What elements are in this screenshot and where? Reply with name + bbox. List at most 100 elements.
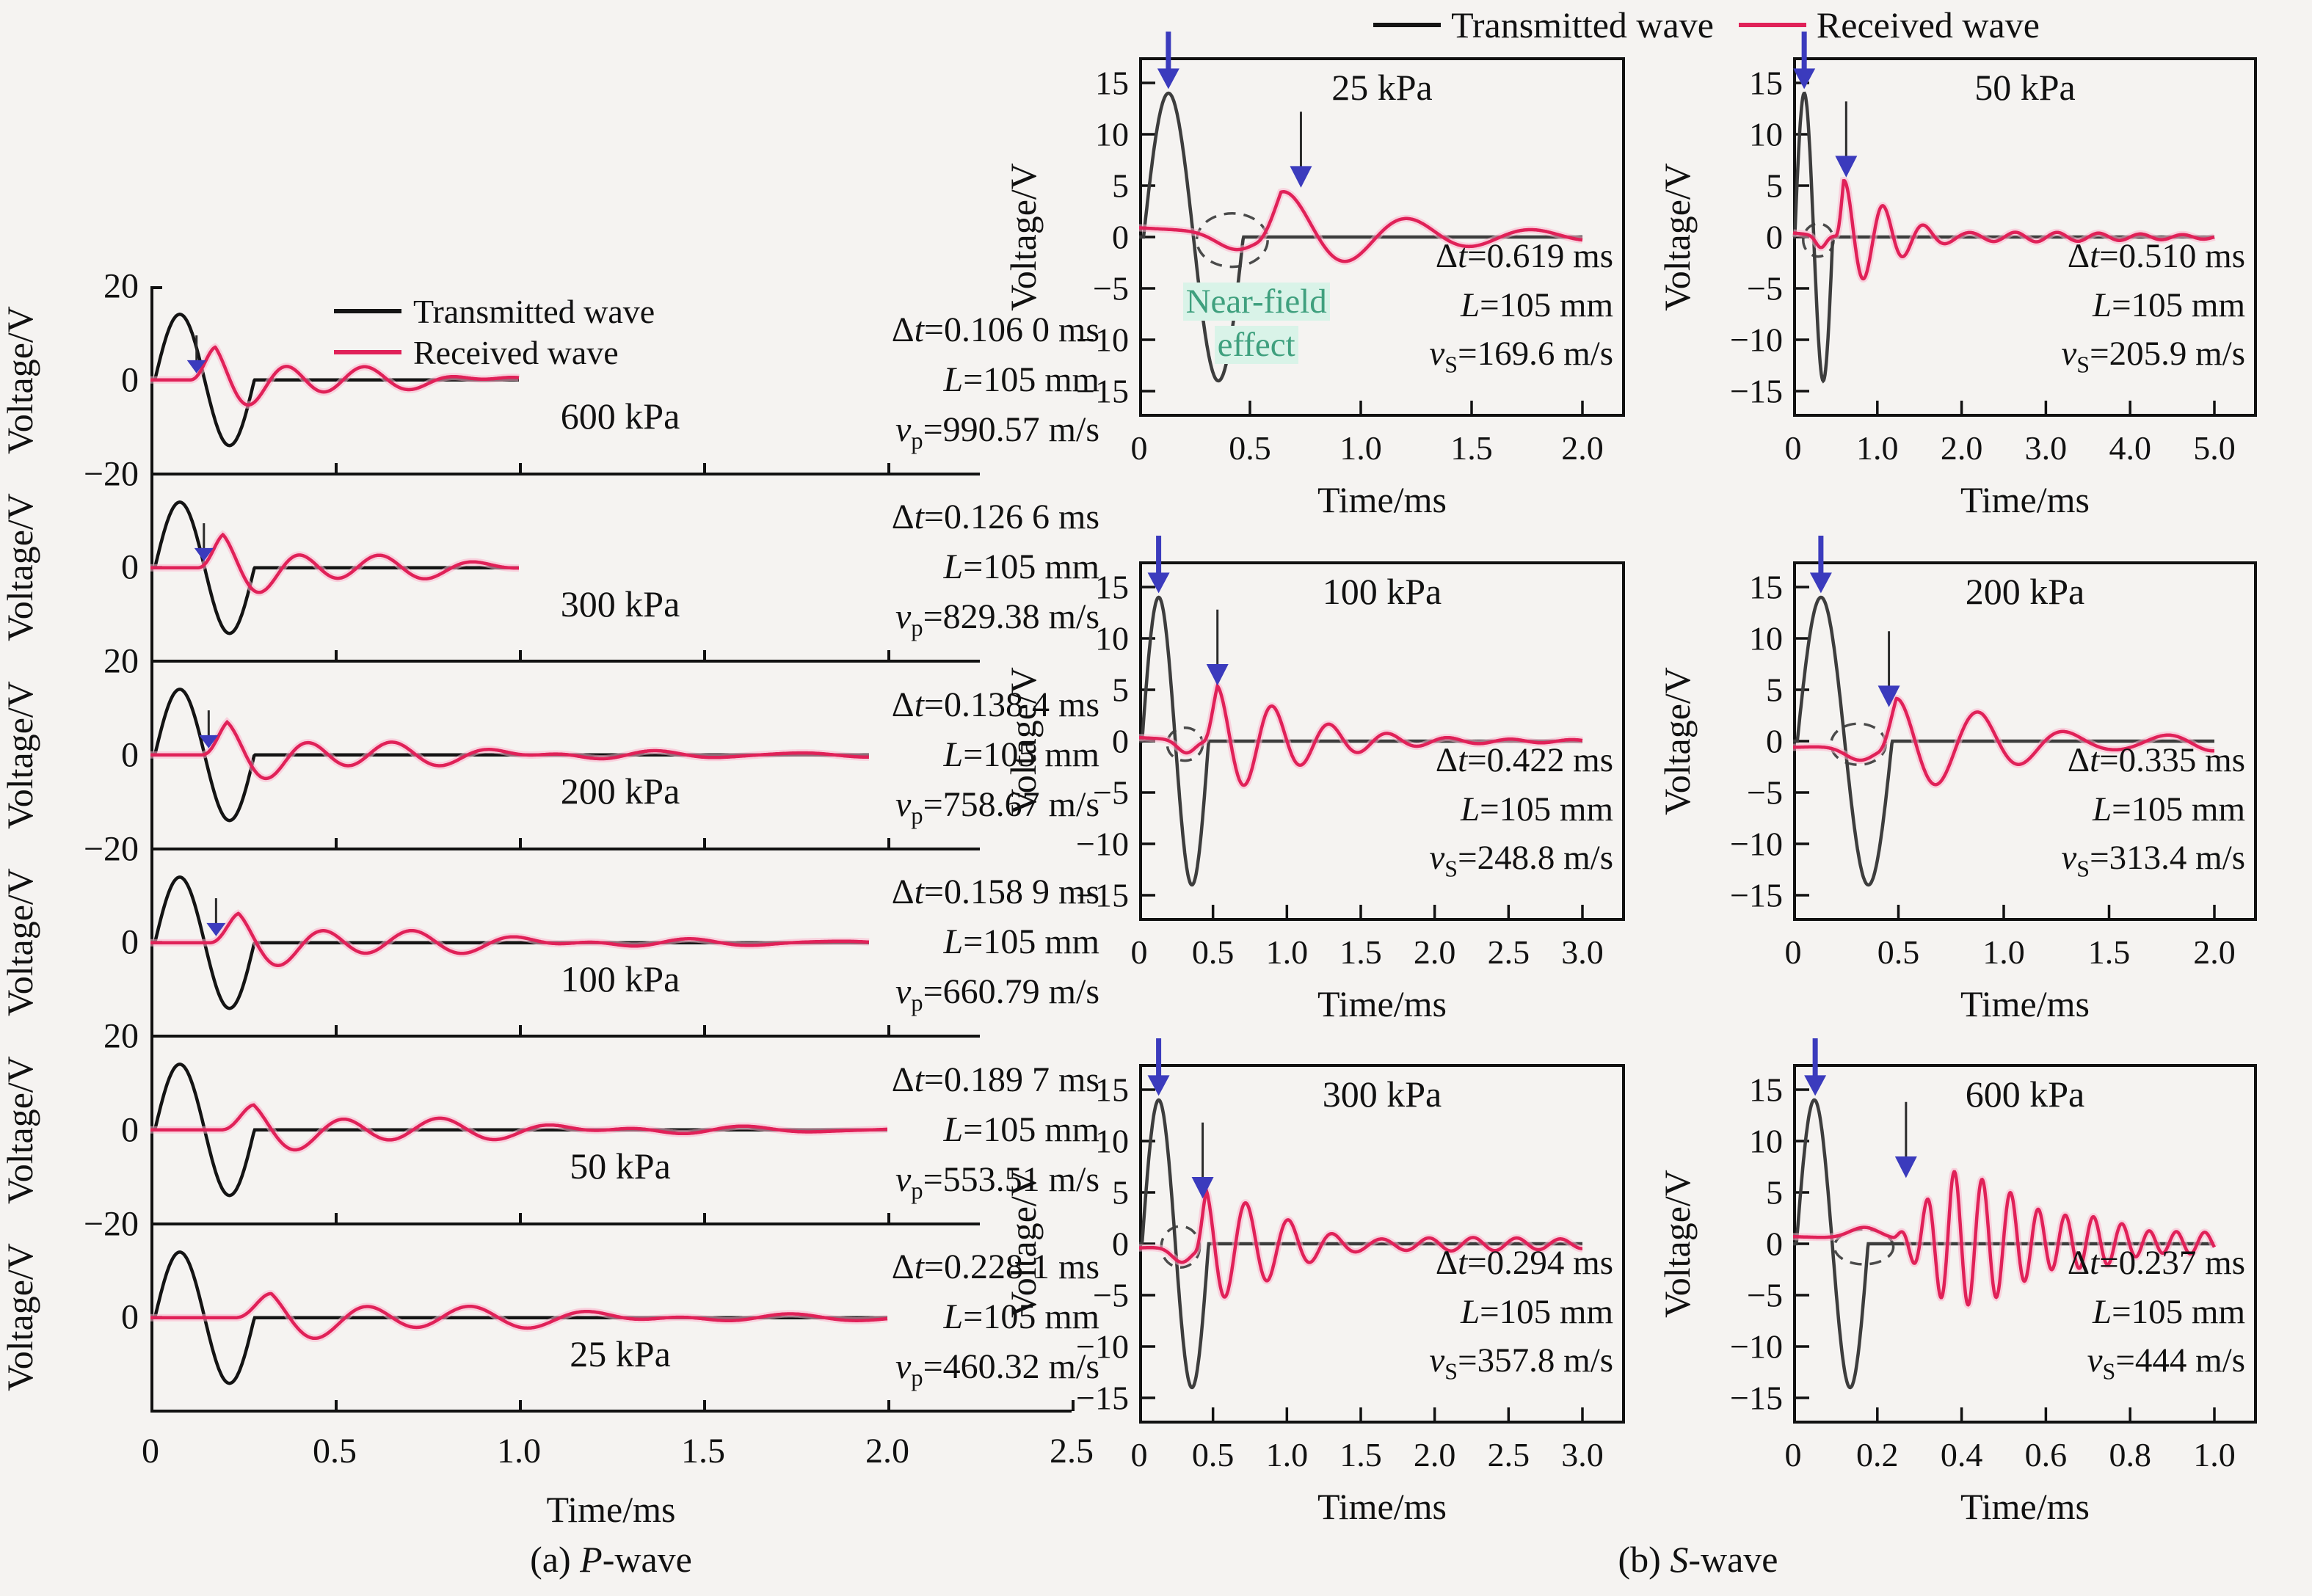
received-wave-path (1793, 1170, 2217, 1307)
pressure-label: 600 kPa (1965, 1074, 2085, 1115)
x-tick-label: 0 (1784, 1436, 1802, 1473)
p-wave-x-axis-label: Time/ms (546, 1489, 676, 1530)
length-value: =105 mm (1480, 1292, 1613, 1331)
delta-symbol: Δ (2067, 1243, 2090, 1282)
subplot-boundary-line (150, 1410, 1072, 1413)
waveform-plot (150, 688, 869, 823)
waveform-plot (1138, 536, 1584, 918)
x-tick-mark (887, 837, 890, 849)
dt-value: =0.189 7 ms (923, 1060, 1099, 1099)
velocity-subscript: p (911, 615, 923, 642)
x-tick-label: 5.0 (2193, 429, 2236, 467)
received-wave-path (1793, 696, 2214, 787)
received-line-sample (1738, 23, 1806, 27)
delta-symbol: Δ (2067, 236, 2090, 275)
y-tick-label: 10 (1749, 115, 1783, 153)
velocity-subscript: S (2076, 351, 2090, 378)
subplot-legend: Transmitted wave Received wave (334, 291, 655, 373)
legend-item-transmitted: Transmitted wave (1373, 4, 1714, 46)
dt-value: =0.126 6 ms (923, 498, 1099, 537)
x-axis-label: Time/ms (1960, 479, 2090, 520)
caption-s-wave: (b) S-wave (1139, 1538, 2257, 1581)
length-variable: L (2092, 1292, 2112, 1331)
annotation-block: Δt=0.189 7 ms L=105 mm vp=553.51 m/s (892, 1055, 1099, 1209)
y-tick-label: 0 (1766, 218, 1783, 256)
x-tick-label: 3.0 (1561, 1436, 1604, 1473)
y-tick-label: −5 (1747, 773, 1783, 812)
pressure-label: 50 kPa (570, 1145, 671, 1187)
velocity-subscript: p (911, 1365, 923, 1392)
length-variable: L (1460, 1292, 1480, 1331)
annotation-dt: Δt=0.189 7 ms (892, 1055, 1099, 1105)
x-tick-mark (703, 1025, 706, 1036)
caption-b-wave-letter: S (1670, 1539, 1689, 1580)
y-tick-label: 0 (121, 922, 139, 962)
velocity-variable: v (895, 597, 912, 637)
velocity-subscript: p (911, 428, 923, 455)
y-tick-label: 0 (121, 735, 139, 775)
dt-variable: t (1458, 236, 1468, 275)
s-wave-subplot-50-kpa: 15 10 5 0 −5 −10 −15 0 1.0 2.0 3.0 4.0 5.0 Voltage/V 5… (1657, 32, 2257, 520)
p-wave-subplot-3: 0 −20 Voltage/V 200 kPa Δt=0.138 4 ms L=105 m… (0, 661, 1099, 868)
length-variable: L (943, 922, 964, 962)
arrival-arrow-icon (1804, 1075, 1827, 1096)
x-axis-label: Time/ms (1317, 983, 1447, 1024)
pressure-label: 100 kPa (560, 958, 680, 999)
p-wave-subplot-2: 0 20 Voltage/V 300 kPa Δt=0.126 6 ms L=105 mm… (0, 474, 1099, 680)
length-value: =105 mm (963, 922, 1099, 962)
y-tick-label: −5 (1747, 1276, 1783, 1314)
dt-variable: t (2090, 740, 2100, 779)
p-wave-subplot-4: 0 20 Voltage/V 100 kPa Δt=0.158 9 ms L=105 mm… (0, 849, 1099, 1055)
received-wave-path (1139, 190, 1583, 263)
y-tick-label: 0 (121, 1297, 139, 1337)
length-variable: L (943, 1109, 964, 1149)
waveform-plot (1793, 536, 2216, 918)
annotation-velocity: vS=205.9 m/s (2061, 329, 2245, 382)
waveform-plot (150, 875, 870, 1010)
y-axis-label: Voltage/V (1003, 667, 1044, 815)
velocity-subscript: S (2076, 856, 2090, 882)
y-tick-label: −15 (1730, 372, 1783, 410)
y-tick-label: −5 (1093, 269, 1129, 307)
dt-value: =0.335 ms (2099, 740, 2245, 779)
x-tick-mark (887, 1400, 890, 1411)
annotation-length: L=105 mm (1429, 281, 1613, 330)
x-tick-mark (703, 1400, 706, 1411)
annotation-dt: Δt=0.158 9 ms (892, 867, 1099, 917)
annotation-block: Δt=0.619 ms L=105 mm vS=169.6 m/s (1429, 232, 1613, 382)
dt-variable: t (1458, 1243, 1468, 1282)
length-value: =105 mm (963, 735, 1099, 774)
x-tick-label: 2.0 (1561, 429, 1604, 467)
x-tick-label: 2.0 (865, 1432, 909, 1471)
waveform-plot (1138, 32, 1584, 414)
arrival-arrow-icon (1191, 1177, 1214, 1199)
delta-symbol: Δ (1435, 236, 1458, 275)
x-tick-label: 0.5 (1191, 1436, 1235, 1473)
annotation-block: Δt=0.335 ms L=105 mm vS=313.4 m/s (2061, 736, 2245, 886)
pressure-label: 300 kPa (1322, 1074, 1442, 1115)
velocity-variable: v (2061, 839, 2077, 878)
y-axis-label: Voltage/V (0, 493, 40, 642)
length-value: =105 mm (2112, 1292, 2245, 1331)
annotation-length: L=105 mm (892, 730, 1099, 780)
received-wave-path (150, 1291, 888, 1340)
length-value: =105 mm (1480, 790, 1613, 828)
length-value: =105 mm (2112, 790, 2245, 828)
annotation-velocity: vS=357.8 m/s (1429, 1336, 1613, 1388)
transmitted-line-sample (334, 309, 401, 313)
velocity-variable: v (895, 1159, 912, 1199)
caption-b-prefix: (b) (1618, 1539, 1671, 1580)
y-tick-label: 0 (1766, 722, 1783, 760)
velocity-value: =169.6 m/s (1458, 335, 1613, 374)
x-tick-label: 0.2 (1856, 1436, 1899, 1473)
x-tick-mark (335, 1400, 338, 1411)
dt-value: =0.510 ms (2099, 236, 2245, 275)
y-tick-label: −10 (1076, 1327, 1129, 1366)
caption-a-suffix: -wave (602, 1539, 692, 1580)
dt-value: =0.237 ms (2099, 1243, 2245, 1282)
x-tick-label: 1.0 (1339, 429, 1382, 467)
x-tick-label: 0.5 (1877, 933, 1920, 971)
legend-item-received: Received wave (1738, 4, 2040, 46)
s-wave-subplot-25-kpa: 15 10 5 0 −5 −10 −15 0 0.5 1.0 1.5 2.0 Voltage/V 25 k… (1003, 32, 1625, 520)
